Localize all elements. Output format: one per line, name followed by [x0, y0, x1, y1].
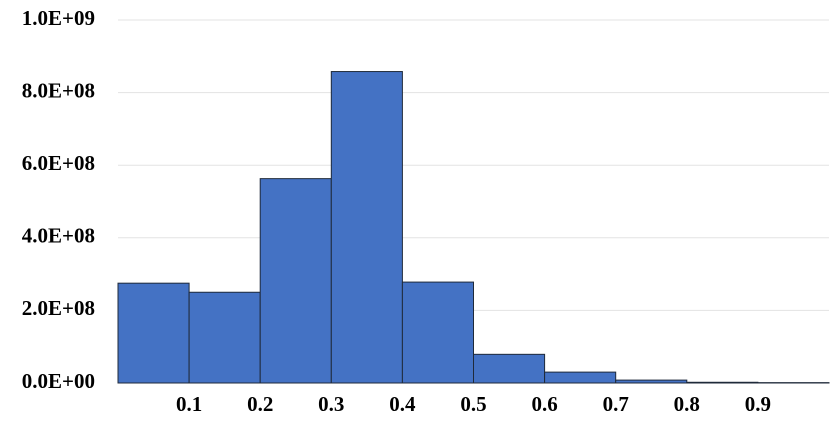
- bar: [117, 282, 190, 384]
- x-tick-label: 0.4: [389, 392, 416, 416]
- bar: [401, 281, 474, 384]
- x-tick-label: 0.2: [247, 392, 273, 416]
- x-tick-label: 0.5: [460, 392, 486, 416]
- y-tick-label: 0.0E+00: [22, 369, 95, 393]
- y-tick-label: 1.0E+09: [22, 6, 95, 30]
- bar: [544, 371, 617, 384]
- bar: [330, 71, 403, 384]
- bar: [473, 353, 546, 384]
- x-tick-label: 0.7: [603, 392, 629, 416]
- y-tick-label: 2.0E+08: [22, 296, 95, 320]
- x-tick-label: 0.6: [531, 392, 557, 416]
- y-tick-label: 8.0E+08: [22, 78, 95, 102]
- y-tick-label: 4.0E+08: [22, 224, 95, 248]
- bar: [188, 291, 261, 384]
- x-tick-label: 0.3: [318, 392, 344, 416]
- x-tick-label: 0.1: [176, 392, 202, 416]
- bar: [615, 379, 688, 384]
- bar: [686, 381, 759, 384]
- x-tick-label: 0.8: [674, 392, 700, 416]
- bar: [259, 178, 332, 384]
- x-tick-label: 0.9: [745, 392, 771, 416]
- y-tick-label: 6.0E+08: [22, 151, 95, 175]
